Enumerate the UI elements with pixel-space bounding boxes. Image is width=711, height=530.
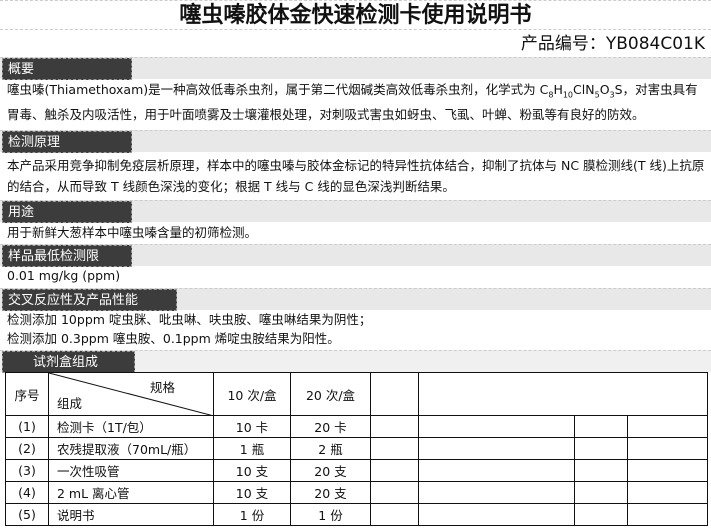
text: 对害虫具有胃毒、触杀及内吸活性，用于叶面喷雾及士壤灌根处理，对刺吸式害虫如蚜虫、… [7, 82, 698, 122]
overview-text: 噻虫嗪(Thiamethoxam)是一种高效低毒杀虫剂，属于第二代烟碱类高效低毒… [7, 80, 707, 124]
empty-cell [627, 437, 708, 460]
empty-cell [627, 459, 708, 482]
empty-cell [418, 415, 575, 438]
cell-b: 2 瓶 [290, 437, 371, 460]
sub: 5 [594, 90, 600, 100]
cell-b: 20 支 [290, 459, 371, 482]
empty-cell [370, 503, 419, 526]
cell-no: (2) [5, 437, 49, 460]
empty-cell [418, 459, 575, 482]
sub: 3 [609, 90, 615, 100]
section-overview: 概要 [0, 57, 711, 80]
cell-a: 10 支 [213, 459, 291, 482]
section-principle: 检测原理 [0, 130, 711, 153]
section-label: 用途 [2, 201, 132, 223]
section-label: 概要 [2, 58, 132, 80]
cell-name: 检测卡（1T/包） [48, 415, 214, 438]
cell-no: (4) [5, 481, 49, 504]
sub: 10 [562, 90, 574, 100]
header-20: 20 次/盒 [290, 372, 371, 416]
cell-a: 10 支 [213, 481, 291, 504]
cell-a: 1 瓶 [213, 437, 291, 460]
diagonal-line [49, 373, 214, 416]
empty-cell [418, 372, 708, 416]
cell-no: (5) [5, 503, 49, 526]
empty-cell [627, 415, 708, 438]
table-row: (1) 检测卡（1T/包） 10 卡 20 卡 [5, 415, 708, 438]
cell-no: (1) [5, 415, 49, 438]
table-row: (3) 一次性吸管 10 支 20 支 [5, 459, 708, 482]
cell-name: 一次性吸管 [48, 459, 214, 482]
empty-cell [418, 503, 575, 526]
text: H [553, 82, 563, 97]
table-row: (4) 2 mL 离心管 10 支 20 支 [5, 481, 708, 504]
cross-line-2: 检测添加 0.3ppm 噻虫胺、0.1ppm 烯啶虫胺结果为阳性。 [7, 331, 340, 346]
section-usage: 用途 [0, 200, 711, 223]
header-no: 序号 [5, 372, 49, 416]
cell-name: 2 mL 离心管 [48, 481, 214, 504]
cell-a: 1 份 [213, 503, 291, 526]
empty-cell [574, 481, 628, 504]
usage-text: 用于新鲜大葱样本中噻虫嗪含量的初筛检测。 [7, 225, 258, 240]
section-label: 检测原理 [2, 131, 132, 153]
empty-cell [627, 481, 708, 504]
section-label: 样品最低检测限 [2, 245, 132, 267]
empty-cell [418, 481, 575, 504]
empty-cell [418, 437, 575, 460]
cross-line-1: 检测添加 10ppm 啶虫脒、吡虫啉、呋虫胺、噻虫啉结果为阴性； [7, 312, 372, 327]
cell-a: 10 卡 [213, 415, 291, 438]
empty-cell [370, 481, 419, 504]
empty-cell [370, 437, 419, 460]
product-code: 产品编号：YB084C01K [520, 34, 705, 54]
empty-cell [370, 459, 419, 482]
empty-cell [370, 372, 419, 416]
text: O [599, 82, 610, 97]
cell-b: 20 支 [290, 481, 371, 504]
empty-cell [574, 437, 628, 460]
section-label: 试剂盒组成 [2, 351, 135, 373]
lod-text: 0.01 mg/kg (ppm) [7, 268, 121, 283]
empty-cell [574, 503, 628, 526]
header-10: 10 次/盒 [213, 372, 291, 416]
text: S， [614, 82, 636, 97]
header-spec: 规格 [149, 380, 175, 395]
cell-b: 1 份 [290, 503, 371, 526]
cell-name: 农残提取液（70mL/瓶） [48, 437, 214, 460]
empty-cell [370, 415, 419, 438]
sub: 8 [548, 90, 554, 100]
empty-cell [574, 415, 628, 438]
section-label: 交叉反应性及产品性能 [2, 289, 177, 311]
empty-cell [574, 459, 628, 482]
header-diagonal: 规格 组成 [48, 372, 214, 416]
section-kit: 试剂盒组成 [0, 350, 711, 373]
section-lod: 样品最低检测限 [0, 244, 711, 267]
cell-b: 20 卡 [290, 415, 371, 438]
section-cross: 交叉反应性及产品性能 [0, 288, 711, 311]
text: ClN [573, 82, 595, 97]
principle-text: 本产品采用竞争抑制免疫层析原理，样本中的噻虫嗪与胶体金标记的特异性抗体结合，抑制… [7, 158, 705, 194]
cell-no: (3) [5, 459, 49, 482]
empty-cell [627, 503, 708, 526]
cell-name: 说明书 [48, 503, 214, 526]
text: 噻虫嗪(Thiamethoxam)是一种高效低毒杀虫剂，属于第二代烟碱类高效低毒… [7, 82, 549, 97]
header-comp: 组成 [57, 396, 83, 411]
document-title: 噻虫嗪胶体金快速检测卡使用说明书 [0, 0, 711, 30]
